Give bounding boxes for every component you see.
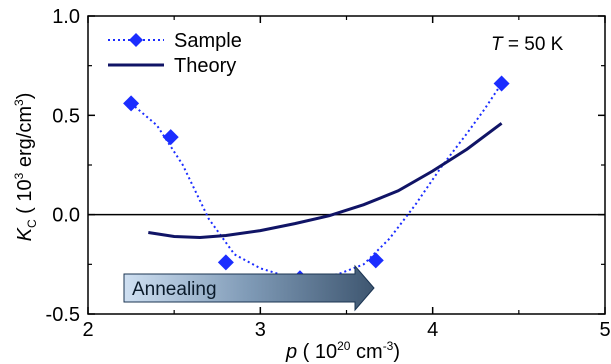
annealing-arrow: Annealing bbox=[123, 264, 375, 312]
sample-point bbox=[123, 95, 140, 112]
annealing-label: Annealing bbox=[132, 279, 217, 300]
plot-frame bbox=[87, 15, 606, 315]
sample-point bbox=[493, 75, 510, 92]
y-tick-label: 1.0 bbox=[52, 6, 80, 28]
x-axis-title: p ( 1020 cm-3) bbox=[285, 339, 400, 363]
y-tick-label: -0.5 bbox=[46, 304, 80, 326]
sample-dotted-line bbox=[130, 82, 503, 278]
legend-sample-marker bbox=[129, 33, 143, 47]
x-tick-label: 5 bbox=[599, 319, 610, 341]
sample-point bbox=[217, 254, 234, 271]
temperature-annotation: T = 50 K bbox=[491, 34, 564, 55]
legend-theory-label: Theory bbox=[174, 55, 236, 77]
y-axis-title: KC ( 103 erg/cm3) bbox=[12, 93, 39, 242]
data-marks bbox=[123, 75, 510, 287]
legend: Sample Theory bbox=[108, 30, 242, 77]
axes: 2 3 4 5 -0.5 0.0 0.5 1.0 bbox=[46, 6, 611, 341]
x-tick-label: 4 bbox=[427, 319, 438, 341]
theory-line bbox=[148, 122, 503, 240]
sample-point bbox=[162, 129, 179, 146]
sample-point bbox=[367, 252, 384, 269]
x-tick-label: 3 bbox=[255, 319, 266, 341]
y-tick-label: 0.0 bbox=[52, 205, 80, 227]
x-tick-label: 2 bbox=[82, 319, 93, 341]
legend-sample-label: Sample bbox=[174, 30, 242, 52]
y-tick-label: 0.5 bbox=[52, 105, 80, 127]
